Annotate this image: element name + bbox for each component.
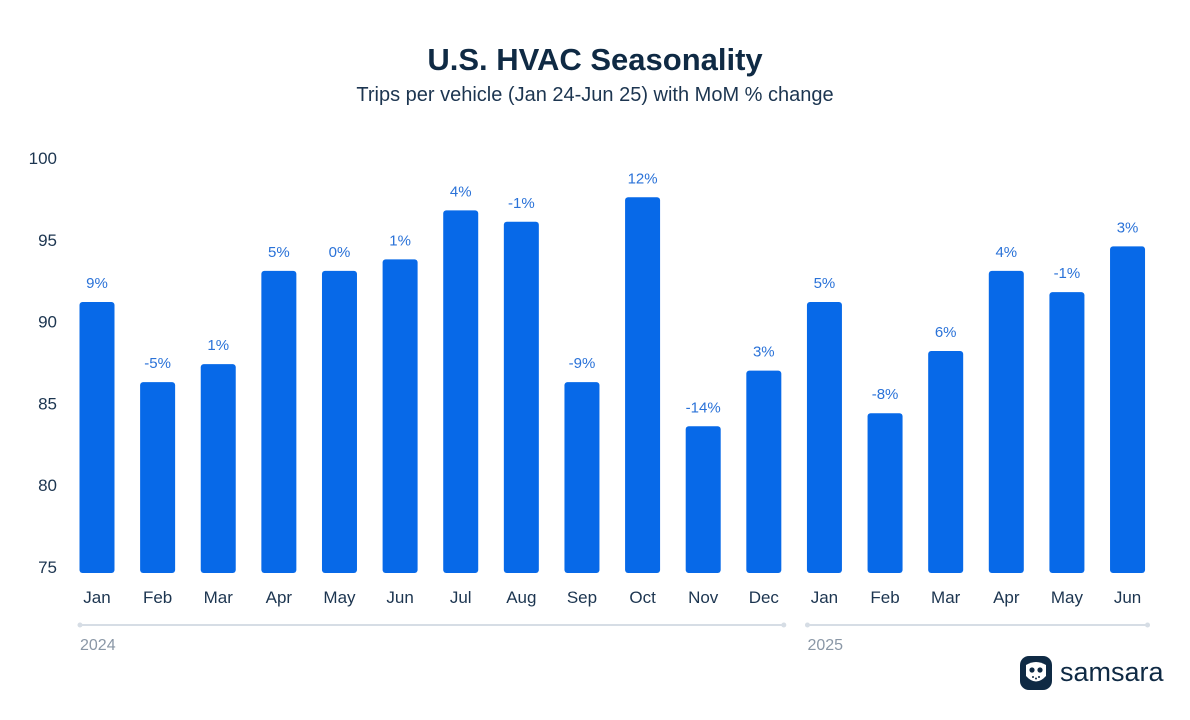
x-tick-label: Mar [931,588,961,607]
x-tick-label: Apr [993,588,1020,607]
data-label: 12% [628,170,658,187]
data-label: 9% [86,275,108,292]
bar [564,382,600,573]
bar [685,426,721,573]
chart-subtitle: Trips per vehicle (Jan 24-Jun 25) with M… [356,84,833,106]
bar [443,210,479,574]
year-bracket-dot [781,622,787,628]
y-tick-label: 85 [38,394,57,413]
x-tick-label: Jul [450,588,472,607]
data-label: -1% [1054,265,1081,282]
x-tick-label: May [323,588,356,607]
x-tick-label: Nov [688,588,719,607]
year-bracket-dot [77,622,83,628]
x-tick-label: Aug [506,588,536,607]
year-label: 2024 [80,637,116,654]
x-tick-label: Jun [1114,588,1141,607]
data-label: 0% [329,244,351,261]
y-axis: 100 95 90 85 80 75 [29,149,57,577]
bar [867,413,903,573]
data-label: 5% [268,244,290,261]
chart-title: U.S. HVAC Seasonality [427,42,763,77]
samsara-owl-logo-icon [1020,656,1052,690]
x-tick-label: Feb [870,588,899,607]
bar [988,270,1024,573]
bar [625,197,661,573]
x-tick-label: Jun [386,588,413,607]
bar [1110,246,1146,573]
x-tick-label: May [1051,588,1084,607]
data-label: 3% [753,344,775,361]
bar [200,364,236,573]
y-tick-label: 95 [38,231,57,250]
year-bracket-dot [1145,622,1151,628]
x-axis: Jan Feb Mar Apr May Jun Jul Aug Sep Oct Nov Dec Jan F… [83,588,1141,607]
bar [1049,292,1085,573]
data-label: 1% [389,232,411,249]
bars-group: 9% -5% 1% 5% 0% 1% 4% -1% -9% 12% -14% 3% 5% -8% 6% 4% -… [79,170,1146,574]
x-tick-label: Mar [204,588,234,607]
data-label: -8% [872,386,899,403]
bar [321,270,357,573]
data-label: 3% [1117,219,1139,236]
bar [261,270,297,573]
x-tick-label: Apr [266,588,293,607]
y-tick-label: 90 [38,313,57,332]
year-label: 2025 [807,637,843,654]
data-label: 5% [814,275,836,292]
data-label: -9% [569,355,596,372]
bar [503,221,539,573]
brand-name: samsara [1060,657,1165,687]
data-label: -14% [686,399,721,416]
y-tick-label: 80 [38,476,57,495]
data-label: 4% [450,183,472,200]
bar [806,301,842,573]
x-tick-label: Jan [83,588,110,607]
data-label: -5% [144,355,171,372]
bar [928,351,964,573]
x-tick-label: Feb [143,588,172,607]
y-tick-label: 75 [38,558,57,577]
brand-logo: samsara [1020,656,1165,690]
data-label: 4% [995,244,1017,261]
x-tick-label: Oct [629,588,656,607]
y-tick-label: 100 [29,149,57,168]
x-tick-label: Jan [811,588,838,607]
bar [746,370,782,573]
data-label: 1% [207,337,229,354]
bar [79,301,115,573]
year-bracket-dot [804,622,810,628]
x-tick-label: Sep [567,588,597,607]
data-label: 6% [935,324,957,341]
x-tick-label: Dec [749,588,780,607]
data-label: -1% [508,195,535,212]
bar [140,382,176,573]
bar [382,259,418,573]
year-groups: 2024 2025 [77,622,1151,654]
